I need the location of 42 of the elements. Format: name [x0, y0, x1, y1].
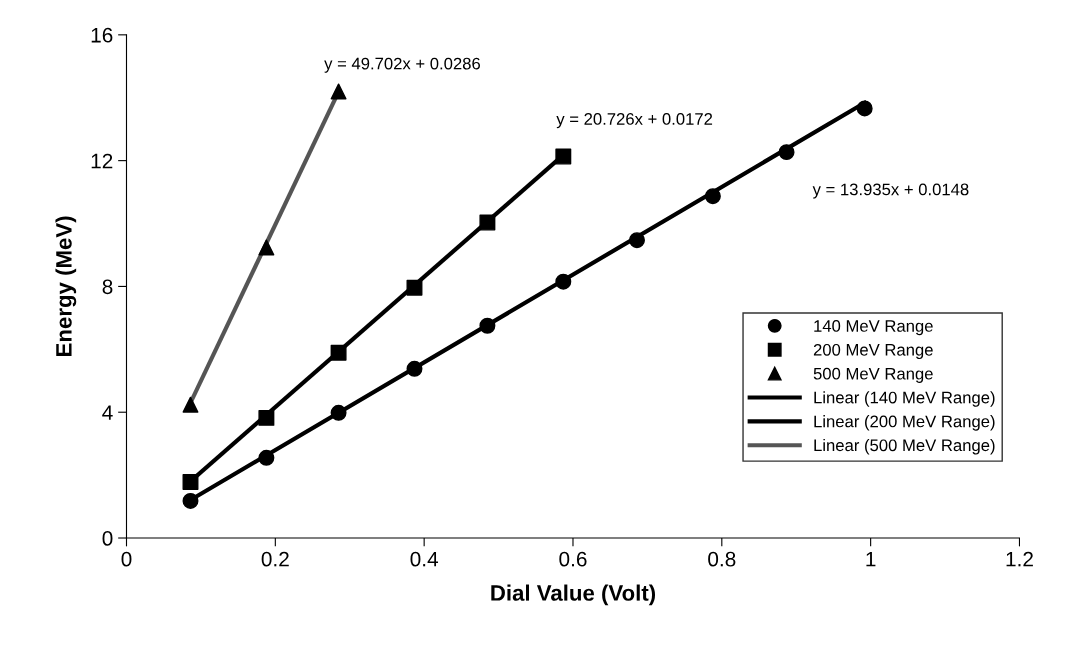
point	[182, 474, 199, 491]
point	[406, 360, 423, 377]
y-tick-label: 4	[102, 405, 113, 420]
x-tick-label: 1.2	[1006, 551, 1033, 567]
point	[555, 273, 572, 290]
annotation: y = 13.935x + 0.0148	[812, 183, 969, 199]
y-tick-label: 0	[102, 531, 113, 546]
x-tick-label: 0.2	[261, 551, 289, 567]
point	[406, 279, 423, 296]
annotation: y = 49.702x + 0.0286	[324, 57, 480, 73]
x-tick-label: 0.4	[410, 551, 439, 567]
point	[555, 148, 572, 165]
point	[479, 317, 496, 334]
x-tick-label: 0.8	[708, 551, 736, 567]
x-tick-label: 0.6	[559, 551, 587, 567]
point	[330, 344, 347, 361]
point	[258, 239, 275, 256]
legend-label: Linear (500 MeV Range)	[814, 438, 995, 455]
x-axis-title: Dial Value (Volt)	[491, 584, 656, 606]
point	[182, 492, 199, 509]
legend-label: 140 MeV Range	[814, 320, 933, 336]
y-tick-label: 16	[91, 27, 113, 43]
point	[258, 409, 275, 426]
point	[629, 232, 645, 249]
point	[182, 396, 199, 413]
legend-label: Linear (140 MeV Range)	[814, 391, 995, 407]
point	[479, 214, 496, 231]
x-tick-label: 0	[121, 551, 132, 567]
legend-label: Linear (200 MeV Range)	[814, 415, 995, 431]
legend-label: 200 MeV Range	[813, 343, 933, 360]
y-tick-label: 8	[102, 279, 113, 295]
x-tick-label: 1	[866, 551, 876, 567]
y-tick-label: 12	[91, 153, 113, 169]
point	[258, 449, 275, 466]
annotation: y = 20.726x + 0.0172	[556, 113, 713, 129]
legend-label: 500 MeV Range	[813, 367, 933, 383]
point	[856, 100, 873, 117]
y-axis-title: Energy (MeV)	[55, 216, 77, 356]
point	[330, 404, 347, 421]
point	[778, 144, 795, 161]
point	[704, 188, 721, 205]
point	[330, 83, 347, 100]
